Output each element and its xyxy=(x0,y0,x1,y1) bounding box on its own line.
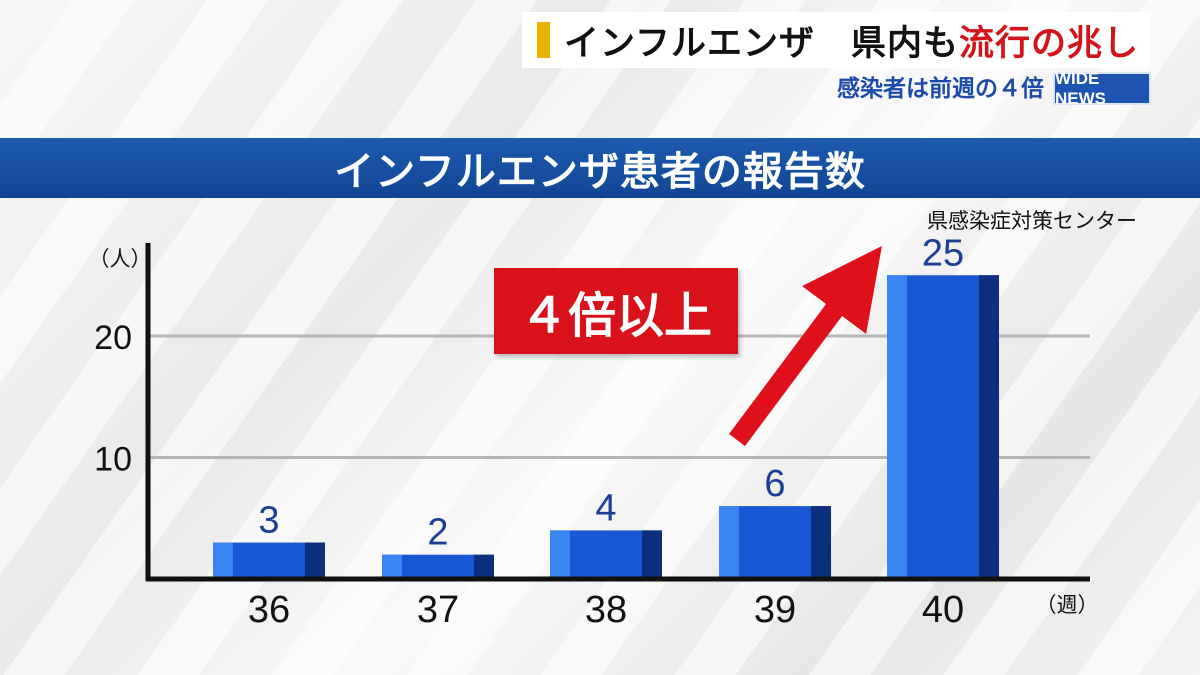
bar-side-left xyxy=(719,506,739,579)
bar-side-left xyxy=(382,554,402,579)
headline: インフルエンザ 県内も 流行の兆し xyxy=(522,12,1150,68)
value-label: 2 xyxy=(427,512,448,554)
data-source: 県感染症対策センター xyxy=(927,209,1137,233)
x-tick-label: 40 xyxy=(922,589,964,631)
bar-side-left xyxy=(213,542,233,579)
value-label: 4 xyxy=(595,487,616,529)
chart-title-banner: インフルエンザ患者の報告数 xyxy=(0,138,1200,198)
x-tick-label: 37 xyxy=(417,589,459,631)
increase-arrow-icon xyxy=(728,245,882,446)
x-tick-label: 39 xyxy=(754,589,796,631)
headline-accent-bar xyxy=(537,22,550,58)
x-axis-label: （週） xyxy=(1036,593,1099,617)
bar-side-left xyxy=(887,275,907,579)
x-tick-label: 36 xyxy=(248,589,290,631)
bar-side-left xyxy=(550,530,570,579)
value-label: 6 xyxy=(764,463,785,505)
bar-side-right xyxy=(811,506,831,579)
headline-prefix: インフルエンザ 県内も xyxy=(564,23,959,64)
labels: 10 20 3 36 2 37 4 38 6 39 25 40 （人） （週） xyxy=(89,232,1099,631)
wide-news-logo: WIDE NEWS xyxy=(1053,69,1151,108)
y-tick-label: 20 xyxy=(94,319,132,357)
bar-side-right xyxy=(474,554,494,579)
bar-side-right xyxy=(305,542,325,579)
y-tick-label: 10 xyxy=(94,441,132,479)
bar-side-right xyxy=(642,530,662,579)
value-label: 3 xyxy=(258,500,279,542)
x-tick-label: 38 xyxy=(585,589,627,631)
increase-callout: ４倍以上 xyxy=(494,268,738,354)
bar-side-right xyxy=(979,275,999,579)
value-label: 25 xyxy=(922,232,964,274)
axes xyxy=(145,243,1090,582)
headline-highlight: 流行の兆し xyxy=(958,23,1139,64)
y-axis-label: （人） xyxy=(89,247,152,271)
bars xyxy=(213,275,999,579)
subheadline: 感染者は前週の４倍 xyxy=(837,76,1044,102)
